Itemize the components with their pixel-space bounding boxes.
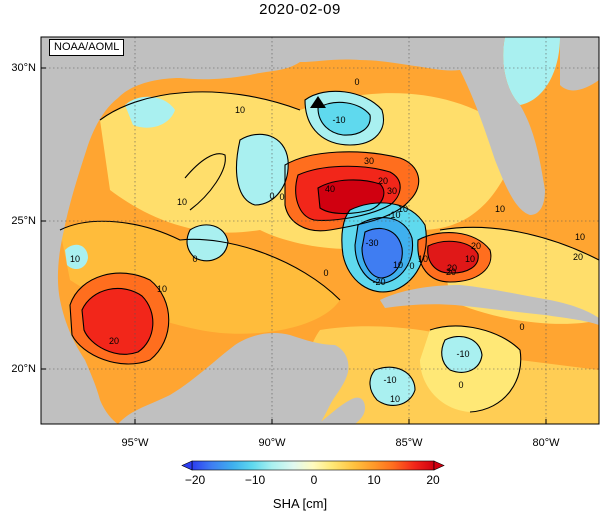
contour-label: 20 [446,267,456,277]
cuba-land [380,285,599,325]
us-gulf-coast-land [300,37,460,71]
colorbar-ramp [191,460,435,471]
contour-label: 0 [279,192,284,202]
contour-label: 10 [235,105,245,115]
belize-land [318,397,365,424]
contour-label: 10 [465,254,475,264]
colorbar-tick-0: 0 [310,473,318,487]
graticule [41,37,599,424]
contour-label: 10 [177,197,187,207]
contour-label: 10 [70,254,80,264]
yucatan-cold-eddy [369,367,415,406]
contour-label: -30 [365,238,378,248]
contour-label: 10 [398,204,408,214]
lon-label-90w: 90°W [258,437,286,449]
colorbar-label: SHA [cm] [272,496,328,511]
west-cold-eddy [187,224,228,261]
contour-label: 10 [495,204,505,214]
contour-label: 40 [325,184,335,194]
contour-label: 20 [109,336,119,346]
map-title: 2020-02-09 [259,1,341,18]
contour-label: -20 [372,277,385,287]
contour-label: 0 [192,254,197,264]
contour-label: -10 [387,210,400,220]
colorbar-tick-minus20: −20 [184,473,206,487]
northwest-cold-eddy [125,96,175,128]
contour-label: 30 [364,156,374,166]
atlantic-coast-land [560,37,599,91]
station-marker [310,96,326,108]
colorbar-max-arrow [433,460,445,471]
contour-label: 0 [323,268,328,278]
lon-label-80w: 80°W [532,437,560,449]
contour-label: 0 [354,77,359,87]
lat-label-20n: 20°N [11,363,36,375]
contour-label: 20 [471,241,481,251]
colorbar-min-arrow [181,460,193,471]
contour-label: -10 [332,115,345,125]
axis-ticks [41,67,547,424]
north-cold-eddy-core [318,102,371,136]
colorbar [181,460,445,471]
contour-label: 10 [418,254,428,264]
contour-label: 10 [393,260,403,270]
lat-label-25n: 25°N [11,215,36,227]
contour-label: -10 [383,375,396,385]
mexico-texas-land [41,37,300,424]
central-cold-eddy [236,134,289,205]
map-panel [41,37,599,424]
far-west-cold-eddy [65,244,88,270]
east-eddy-core [427,241,479,274]
lon-label-85w: 85°W [395,437,423,449]
colorbar-tick-minus10: −10 [244,473,266,487]
cold-eddy-core [362,228,403,278]
contour-label: 10 [157,284,167,294]
contour-label: 0 [519,322,524,332]
florida-land [460,37,545,215]
colorbar-tick-20: 20 [426,473,440,487]
contour-label: 10 [390,394,400,404]
contour-label: 30 [387,186,397,196]
contour-label: 20 [573,252,583,262]
colorbar-tick-10: 10 [367,473,381,487]
yucatan-land [118,333,349,424]
south-cold-eddy [441,336,482,373]
contour-label: 20 [447,263,457,273]
contour-label: 0 [409,261,414,271]
lat-label-30n: 30°N [11,62,36,74]
contour-lines [59,90,599,413]
contour-label: -10 [456,349,469,359]
map-frame [40,36,600,425]
contour-label: 20 [378,176,388,186]
credit-label: NOAA/AOML [49,39,125,56]
lon-label-95w: 95°W [121,437,149,449]
contour-label: 0 [458,380,463,390]
contour-label: 10 [575,232,585,242]
contour-label: 0 [269,191,274,201]
